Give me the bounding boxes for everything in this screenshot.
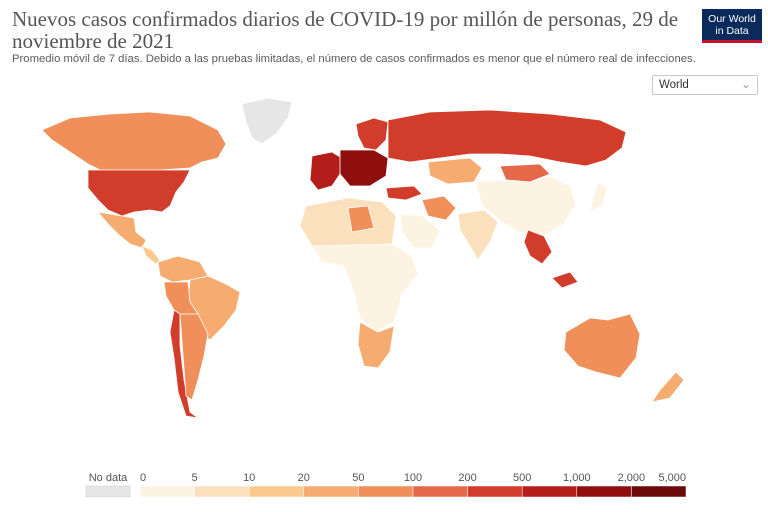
legend-no-data-swatch — [85, 485, 131, 498]
region-greenland[interactable] — [241, 97, 293, 145]
region-north-africa[interactable] — [299, 197, 397, 249]
region-southern-africa[interactable] — [357, 321, 395, 369]
legend-bin-swatch — [521, 485, 578, 498]
legend-tick-label: 20 — [298, 472, 310, 484]
legend-tick-label: 500 — [513, 472, 531, 484]
region-malaysia[interactable] — [551, 271, 579, 289]
region-libya[interactable] — [347, 205, 375, 233]
legend-tick-label: 100 — [404, 472, 422, 484]
region-mongolia[interactable] — [499, 163, 551, 183]
legend-bin-swatch — [412, 485, 468, 498]
legend-tick-label: 5,000 — [658, 472, 686, 484]
legend-bins — [139, 485, 687, 498]
legend-tick-label: 5 — [192, 472, 198, 484]
region-kazakhstan[interactable] — [427, 157, 483, 185]
region-central-america[interactable] — [141, 245, 161, 265]
region-iran[interactable] — [421, 195, 457, 221]
legend-bin-swatch — [303, 485, 359, 498]
region-central-europe[interactable] — [339, 149, 389, 187]
legend-bin-swatch — [139, 485, 195, 498]
legend-tick-label: 0 — [140, 472, 146, 484]
region-united-states[interactable] — [87, 169, 191, 217]
legend-bin-swatch — [194, 485, 250, 498]
region-canada[interactable] — [41, 111, 227, 171]
chart-subtitle: Promedio móvil de 7 días. Debido a las p… — [12, 53, 696, 65]
region-argentina[interactable] — [179, 313, 209, 401]
legend-tick-label: 1,000 — [563, 472, 591, 484]
legend-bin-swatch — [467, 485, 523, 498]
chevron-down-icon: ⌄ — [740, 77, 751, 91]
region-scandinavia[interactable] — [355, 117, 389, 151]
legend-bin-swatch — [358, 485, 414, 498]
region-mexico[interactable] — [97, 211, 147, 249]
legend-no-data-label: No data — [89, 472, 128, 484]
legend-tick-label: 200 — [458, 472, 476, 484]
region-select-value: World — [659, 79, 689, 91]
color-legend: No data 0 5 10 20 50 100 200 500 1,000 2,000 5,000 — [85, 472, 687, 498]
region-chile[interactable] — [169, 309, 199, 418]
legend-bin-swatch — [576, 485, 632, 498]
logo-line-2: in Data — [715, 25, 749, 37]
region-india[interactable] — [457, 209, 499, 261]
owid-logo[interactable]: Our World in Data — [702, 9, 762, 43]
legend-tick-label: 50 — [352, 472, 364, 484]
region-australia[interactable] — [563, 313, 641, 379]
legend-ticks: 0 5 10 20 50 100 200 500 1,000 2,000 5,000 — [140, 472, 686, 484]
region-western-europe[interactable] — [309, 151, 343, 191]
legend-bin-swatch — [248, 485, 305, 498]
legend-bin-swatch — [631, 485, 687, 498]
region-turkey[interactable] — [385, 185, 423, 201]
region-select[interactable]: World ⌄ — [652, 75, 758, 95]
region-sub-saharan-africa[interactable] — [311, 243, 419, 333]
chart-title: Nuevos casos confirmados diarios de COVI… — [12, 7, 679, 53]
legend-tick-label: 10 — [243, 472, 255, 484]
region-japan[interactable] — [589, 181, 609, 213]
world-map[interactable] — [30, 96, 690, 418]
legend-tick-label: 2,000 — [618, 472, 646, 484]
region-new-zealand[interactable] — [651, 371, 685, 403]
region-arabian-peninsula[interactable] — [399, 213, 441, 249]
region-russia[interactable] — [387, 109, 627, 167]
logo-line-1: Our World — [708, 13, 756, 25]
region-china[interactable] — [475, 175, 577, 237]
region-southeast-asia[interactable] — [523, 229, 553, 265]
